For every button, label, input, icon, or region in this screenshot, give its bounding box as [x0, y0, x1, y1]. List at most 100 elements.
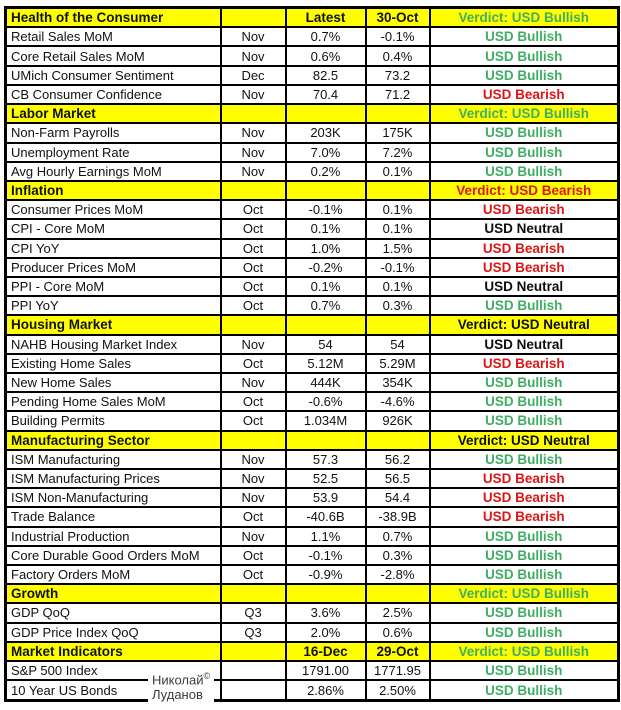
indicator-table: Health of the Consumer Latest 30-Oct Verdic… [4, 6, 620, 702]
previous-value-cell: 54 [364, 333, 431, 355]
indicator-row: CPI - Core MoM Oct 0.1% 0.1% USD Neutral [4, 218, 620, 240]
previous-value-cell: 5.29M [364, 352, 431, 374]
section-prev-header-cell [364, 103, 431, 125]
verdict-cell: USD Bullish [428, 410, 620, 432]
latest-value-cell: 1.1% [284, 525, 367, 547]
indicator-name-cell: CPI - Core MoM [4, 218, 222, 240]
verdict-cell: USD Bullish [428, 563, 620, 586]
indicator-name-cell: Consumer Prices MoM [4, 199, 222, 221]
previous-value-cell: 0.1% [364, 160, 431, 182]
indicator-name-cell: Trade Balance [4, 506, 222, 528]
verdict-cell: USD Bullish [428, 602, 620, 624]
month-cell: Dec [219, 64, 287, 86]
latest-value-cell: 1.034M [284, 410, 367, 432]
indicator-name-cell: Core Retail Sales MoM [4, 45, 222, 67]
previous-value-cell: 0.4% [364, 45, 431, 67]
indicator-row: Core Retail Sales MoM Nov 0.6% 0.4% USD Bull… [4, 45, 620, 67]
indicator-row: GDP QoQ Q3 3.6% 2.5% USD Bullish [4, 602, 620, 624]
verdict-cell: USD Bearish [428, 83, 620, 106]
section-latest-header-cell [284, 103, 367, 125]
verdict-cell: USD Bullish [428, 45, 620, 67]
verdict-cell: USD Bullish [428, 544, 620, 566]
indicator-name-cell: Building Permits [4, 410, 222, 432]
latest-value-cell: 54 [284, 333, 367, 355]
indicator-row: Producer Prices MoM Oct -0.2% -0.1% USD Bear… [4, 256, 620, 278]
section-header-row: Labor Market Verdict: USD Bullish [4, 103, 620, 125]
indicator-name-cell: Core Durable Good Orders MoM [4, 544, 222, 566]
previous-value-cell: 54.4 [364, 487, 431, 509]
verdict-cell: USD Bullish [428, 141, 620, 163]
previous-value-cell: -0.1% [364, 256, 431, 278]
verdict-cell: USD Neutral [428, 218, 620, 240]
indicator-name-cell: Existing Home Sales [4, 352, 222, 374]
indicator-name-cell: PPI - Core MoM [4, 275, 222, 298]
indicator-row: Pending Home Sales MoM Oct -0.6% -4.6% USD B… [4, 391, 620, 413]
section-verdict-cell: Verdict: USD Bullish [428, 640, 620, 662]
indicator-row: Core Durable Good Orders MoM Oct -0.1% 0.3%… [4, 544, 620, 566]
copyright-icon: © [203, 671, 211, 681]
indicator-row: CPI YoY Oct 1.0% 1.5% USD Bearish [4, 237, 620, 259]
section-month-cell [219, 640, 287, 662]
watermark-author: Николай© Луданов [148, 668, 215, 704]
indicator-row: Factory Orders MoM Oct -0.9% -2.8% USD Bulli… [4, 563, 620, 586]
latest-value-cell: 203K [284, 122, 367, 144]
month-cell: Oct [219, 410, 287, 432]
section-prev-header-cell [364, 583, 431, 605]
section-header-row: Health of the Consumer Latest 30-Oct Verdic… [4, 6, 620, 29]
month-cell: Oct [219, 544, 287, 566]
indicator-name-cell: CPI YoY [4, 237, 222, 259]
section-prev-header-cell: 30-Oct [364, 6, 431, 29]
month-cell: Nov [219, 333, 287, 355]
section-verdict-cell: Verdict: USD Neutral [428, 314, 620, 336]
verdict-cell: USD Bearish [428, 352, 620, 374]
previous-value-cell: 2.50% [364, 679, 431, 702]
previous-value-cell: 1771.95 [364, 659, 431, 682]
indicator-name-cell: ISM Manufacturing Prices [4, 467, 222, 490]
indicator-name-cell: GDP QoQ [4, 602, 222, 624]
indicator-name-cell: Pending Home Sales MoM [4, 391, 222, 413]
verdict-cell: USD Bullish [428, 659, 620, 682]
month-cell: Oct [219, 506, 287, 528]
previous-value-cell: 0.3% [364, 544, 431, 566]
indicator-name-cell: NAHB Housing Market Index [4, 333, 222, 355]
previous-value-cell: -4.6% [364, 391, 431, 413]
section-title-cell: Market Indicators [4, 640, 222, 662]
month-cell [219, 659, 287, 682]
latest-value-cell: -0.6% [284, 391, 367, 413]
section-latest-header-cell [284, 583, 367, 605]
latest-value-cell: 0.7% [284, 26, 367, 48]
latest-value-cell: -0.2% [284, 256, 367, 278]
verdict-cell: USD Bullish [428, 122, 620, 144]
latest-value-cell: 5.12M [284, 352, 367, 374]
indicator-row: Existing Home Sales Oct 5.12M 5.29M USD Bear… [4, 352, 620, 374]
indicator-row: CB Consumer Confidence Nov 70.4 71.2 USD Bea… [4, 83, 620, 106]
month-cell: Oct [219, 352, 287, 374]
latest-value-cell: 0.6% [284, 45, 367, 67]
latest-value-cell: 3.6% [284, 602, 367, 624]
indicator-name-cell: Retail Sales MoM [4, 26, 222, 48]
indicator-name-cell: Industrial Production [4, 525, 222, 547]
section-prev-header-cell [364, 429, 431, 451]
latest-value-cell: 2.0% [284, 621, 367, 643]
month-cell: Nov [219, 122, 287, 144]
month-cell: Nov [219, 160, 287, 182]
indicator-row: ISM Manufacturing Prices Nov 52.5 56.5 USD B… [4, 467, 620, 490]
month-cell: Q3 [219, 621, 287, 643]
latest-value-cell: 0.2% [284, 160, 367, 182]
month-cell: Oct [219, 391, 287, 413]
previous-value-cell: 0.1% [364, 275, 431, 298]
section-verdict-cell: Verdict: USD Bullish [428, 103, 620, 125]
previous-value-cell: 0.6% [364, 621, 431, 643]
month-cell: Oct [219, 237, 287, 259]
month-cell: Q3 [219, 602, 287, 624]
section-month-cell [219, 103, 287, 125]
month-cell: Nov [219, 45, 287, 67]
previous-value-cell: 0.1% [364, 218, 431, 240]
section-latest-header-cell [284, 314, 367, 336]
month-cell: Oct [219, 275, 287, 298]
indicator-row: New Home Sales Nov 444K 354K USD Bullish [4, 371, 620, 394]
previous-value-cell: 354K [364, 371, 431, 394]
latest-value-cell: 2.86% [284, 679, 367, 702]
section-month-cell [219, 179, 287, 202]
previous-value-cell: 56.2 [364, 448, 431, 470]
